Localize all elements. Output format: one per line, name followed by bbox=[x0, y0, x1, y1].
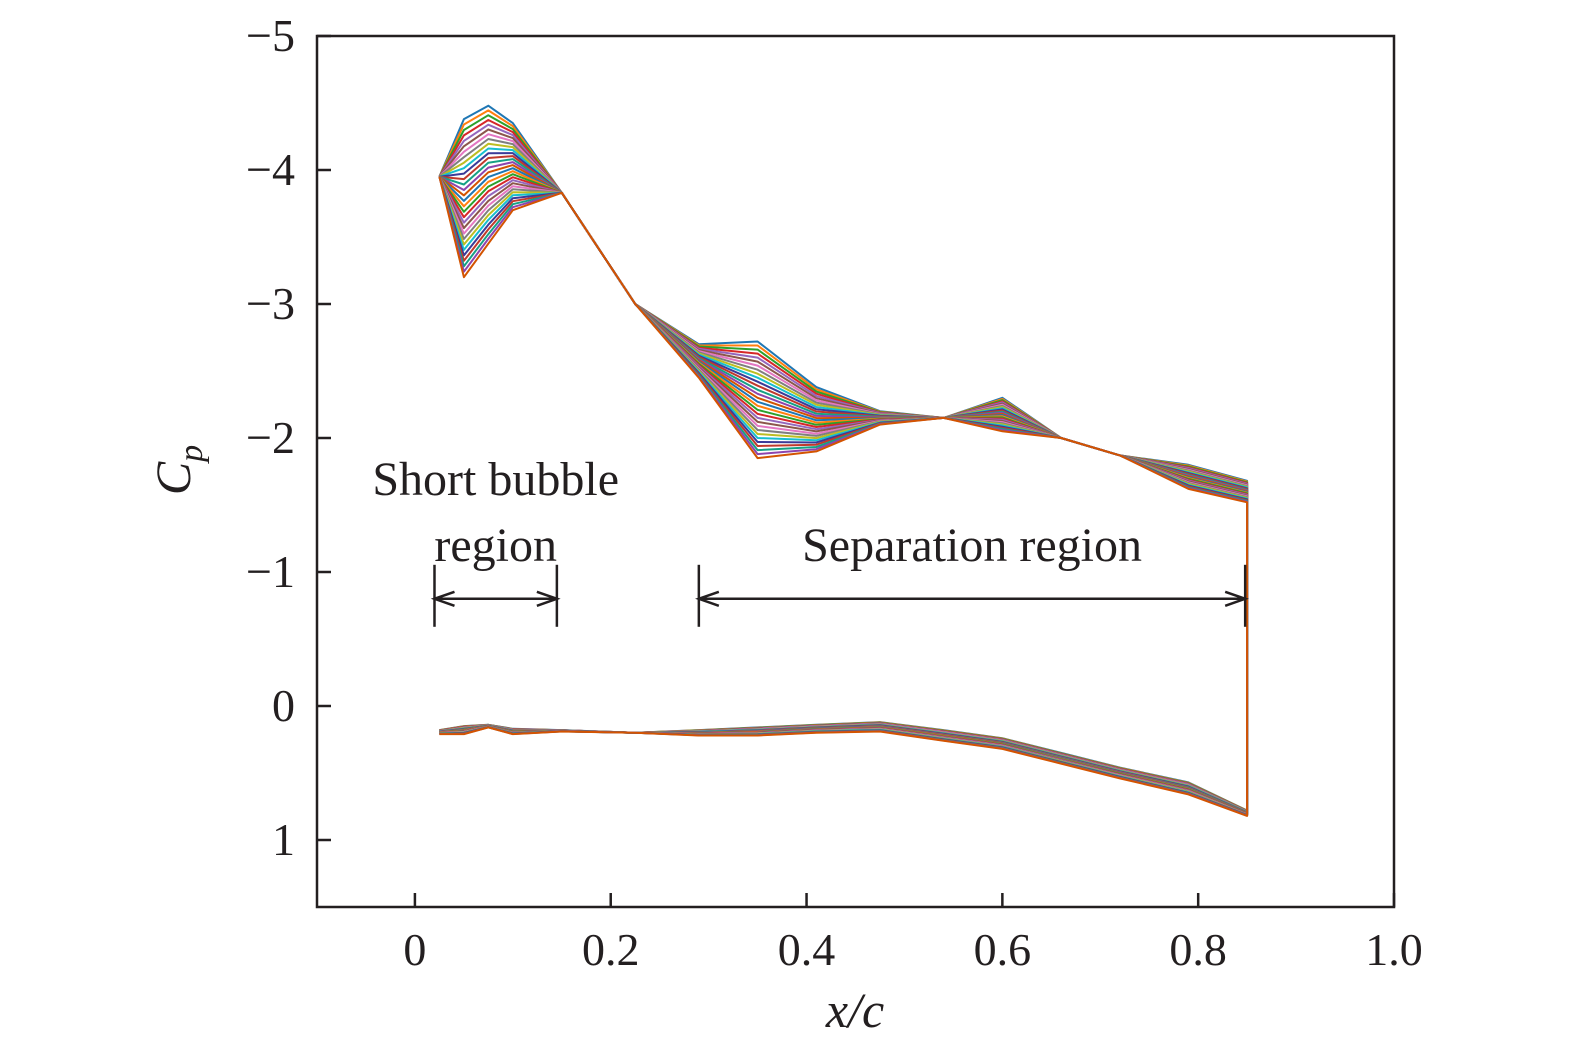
cp-series-group bbox=[438, 104, 1249, 817]
plot-frame bbox=[315, 34, 1396, 909]
y-tick-label: 0 bbox=[272, 680, 295, 731]
x-tick-label: 1.0 bbox=[1365, 924, 1423, 975]
y-tick-label: −2 bbox=[246, 412, 295, 463]
y-tick-label: −1 bbox=[246, 546, 295, 597]
x-axis-label: x/c bbox=[825, 982, 884, 1038]
svg-text:Cp: Cp bbox=[145, 445, 210, 495]
x-tick-label: 0.2 bbox=[582, 924, 640, 975]
y-tick-label: −5 bbox=[246, 10, 295, 61]
short-bubble-label: region bbox=[434, 519, 557, 572]
short-bubble-label: Short bubble bbox=[372, 453, 619, 506]
annotations: Short bubble region Separation region bbox=[372, 453, 1249, 627]
arrow-head bbox=[695, 590, 720, 607]
y-tick-label: 1 bbox=[272, 814, 295, 865]
y-axis-label-main: C bbox=[145, 461, 201, 495]
axis-ticks: 0 0.2 0.4 0.6 0.8 1.0 −5 −4 −3 −2 −1 0 1 bbox=[246, 10, 1423, 975]
arrow-head bbox=[536, 590, 561, 607]
cp-series-line bbox=[438, 176, 1249, 817]
arrow-head bbox=[430, 590, 455, 607]
y-axis-label-sub: p bbox=[173, 445, 210, 464]
x-tick-label: 0.8 bbox=[1169, 924, 1227, 975]
y-tick-label: −3 bbox=[246, 278, 295, 329]
separation-region-label: Separation region bbox=[802, 519, 1142, 572]
y-axis-label: Cp bbox=[145, 445, 210, 495]
x-tick-label: 0 bbox=[403, 924, 426, 975]
y-tick-label: −4 bbox=[246, 144, 295, 195]
x-tick-label: 0.4 bbox=[778, 924, 836, 975]
x-tick-label: 0.6 bbox=[974, 924, 1032, 975]
arrow-head bbox=[1224, 590, 1249, 607]
